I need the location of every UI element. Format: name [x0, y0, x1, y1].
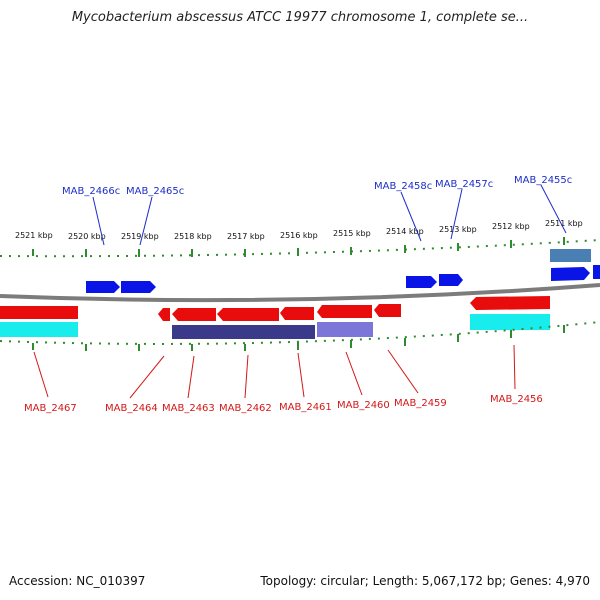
gene-label-reverse[interactable]: MAB_2467: [24, 403, 77, 414]
cds-bar[interactable]: [172, 325, 315, 339]
reverse-gene-arrow[interactable]: [217, 308, 279, 321]
gene-label-reverse[interactable]: MAB_2460: [337, 400, 390, 411]
kbp-label: 2520 kbp: [68, 232, 106, 241]
kbp-label: 2515 kbp: [333, 229, 371, 238]
kbp-label: 2513 kbp: [439, 225, 477, 234]
gene-label-reverse[interactable]: MAB_2462: [219, 403, 272, 414]
upper-scale-major-ticks: [32, 237, 565, 257]
forward-gene-arrow[interactable]: [551, 267, 590, 281]
forward-gene-arrow[interactable]: [593, 265, 600, 279]
forward-gene-arrow[interactable]: [439, 274, 463, 286]
forward-gene-arrow[interactable]: [406, 276, 437, 288]
cds-bar[interactable]: [317, 322, 373, 337]
gene-label-reverse[interactable]: MAB_2463: [162, 403, 215, 414]
kbp-label: 2517 kbp: [227, 232, 265, 241]
gene-label-forward[interactable]: MAB_2455c: [514, 175, 572, 186]
cds-bar[interactable]: [470, 314, 550, 330]
map-title: Mycobacterium abscessus ATCC 19977 chrom…: [71, 10, 529, 25]
reverse-gene-arrow[interactable]: [0, 306, 78, 319]
top-label-leaders: [92, 184, 567, 246]
reverse-gene-arrow[interactable]: [470, 296, 550, 310]
lower-scale-major-ticks: [32, 325, 565, 351]
accession-text: Accession: NC_010397: [9, 574, 146, 588]
gene-label-reverse[interactable]: MAB_2464: [105, 403, 158, 414]
reverse-gene-arrow[interactable]: [317, 305, 372, 318]
gene-label-forward[interactable]: MAB_2458c: [374, 181, 432, 192]
genome-summary-text: Topology: circular; Length: 5,067,172 bp…: [260, 574, 590, 588]
kbp-label: 2519 kbp: [121, 232, 159, 241]
gene-label-forward[interactable]: MAB_2457c: [435, 179, 493, 190]
gene-label-forward[interactable]: MAB_2466c: [62, 186, 120, 197]
forward-gene-arrow[interactable]: [86, 281, 120, 293]
kbp-label: 2511 kbp: [545, 219, 583, 228]
kbp-label: 2516 kbp: [280, 231, 318, 240]
gene-label-reverse[interactable]: MAB_2459: [394, 398, 447, 409]
gene-label-reverse[interactable]: MAB_2461: [279, 402, 332, 413]
kbp-label: 2514 kbp: [386, 227, 424, 236]
cds-bar[interactable]: [550, 249, 591, 262]
forward-gene-arrow[interactable]: [121, 281, 156, 293]
bottom-label-leaders: [33, 344, 516, 399]
kbp-label: 2512 kbp: [492, 222, 530, 231]
reverse-gene-arrow[interactable]: [374, 304, 401, 317]
genome-backbone: [0, 283, 600, 303]
reverse-gene-arrow[interactable]: [280, 307, 314, 320]
reverse-gene-arrow[interactable]: [158, 308, 170, 321]
gene-label-forward[interactable]: MAB_2465c: [126, 186, 184, 197]
cds-bar[interactable]: [0, 322, 78, 337]
kbp-label: 2521 kbp: [15, 231, 53, 240]
gene-label-reverse[interactable]: MAB_2456: [490, 394, 543, 405]
kbp-label: 2518 kbp: [174, 232, 212, 241]
reverse-gene-arrow[interactable]: [172, 308, 216, 321]
